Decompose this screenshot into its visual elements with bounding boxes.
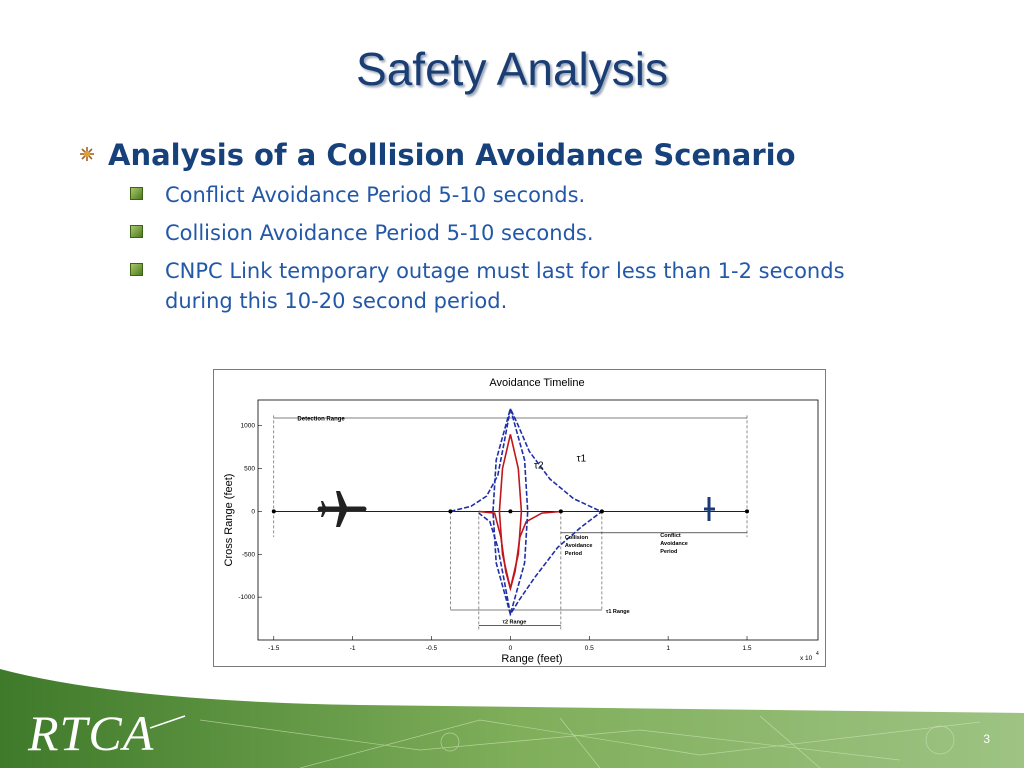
- x-tick-label: 1.5: [742, 645, 751, 652]
- sub-bullet-text: CNPC Link temporary outage must last for…: [165, 259, 845, 313]
- track-point: [599, 509, 604, 514]
- track-point: [271, 509, 276, 514]
- chart-svg: Avoidance Timeline Range (feet) Cross Ra…: [223, 377, 819, 665]
- track-point: [558, 509, 563, 514]
- conflict-period-label: Period: [660, 549, 677, 555]
- main-bullet-text: Analysis of a Collision Avoidance Scenar…: [108, 138, 796, 172]
- y-axis-label: Cross Range (feet): [223, 474, 235, 567]
- rtca-logo: RTCA: [28, 705, 155, 761]
- trajectory-line: [498, 434, 523, 589]
- x-tick-label: -1: [350, 645, 356, 652]
- slide-title: Safety Analysis: [356, 43, 668, 95]
- x-multiplier: x 10: [800, 655, 813, 662]
- footer-map-graphic: [0, 667, 1024, 769]
- x-tick-label: -1.5: [268, 645, 280, 652]
- sub-bullet-text: Collision Avoidance Period 5-10 seconds.: [165, 221, 594, 245]
- x-tick-label: 0.5: [585, 645, 594, 652]
- track-point: [745, 509, 750, 514]
- avoidance-timeline-figure: Avoidance Timeline Range (feet) Cross Ra…: [213, 369, 826, 667]
- tau1-label: τ1: [577, 454, 587, 465]
- square-bullet-icon: [130, 187, 143, 200]
- conflict-period-label: Conflict: [660, 533, 681, 539]
- y-tick-label: 0: [251, 508, 255, 515]
- collision-period-label: Period: [565, 551, 582, 557]
- x-axis-label: Range (feet): [501, 653, 562, 665]
- collision-period-label: Collision: [565, 535, 589, 541]
- square-bullet-icon: [130, 225, 143, 238]
- collision-period-label: Avoidance: [565, 543, 593, 549]
- footer-band: [0, 660, 1024, 769]
- airplane-icon: [317, 491, 367, 527]
- x-tick-label: 1: [666, 645, 670, 652]
- sub-bullet: Conflict Avoidance Period 5-10 seconds.: [130, 180, 960, 210]
- track-point: [448, 509, 453, 514]
- trajectory-line: [450, 405, 604, 617]
- sunburst-bullet-icon: [80, 146, 108, 165]
- track-point: [508, 509, 513, 514]
- intruder-aircraft-icon: [704, 497, 715, 521]
- page-number: 3: [983, 732, 990, 746]
- y-tick-label: -500: [242, 551, 255, 558]
- tau1-range-label: τ1 Range: [606, 609, 630, 615]
- square-bullet-icon: [130, 263, 143, 276]
- bullet-list: Analysis of a Collision Avoidance Scenar…: [80, 138, 960, 316]
- plot-area: [257, 399, 819, 641]
- tau2-range-label: τ2 Range: [503, 619, 527, 625]
- tau2-label: τ2: [534, 461, 544, 472]
- y-tick-label: -1000: [238, 594, 255, 601]
- y-tick-label: 500: [244, 466, 255, 473]
- chart-title: Avoidance Timeline: [489, 377, 584, 389]
- y-tick-label: 1000: [241, 423, 256, 430]
- x-tick-label: -0.5: [426, 645, 438, 652]
- logo-swoosh-icon: [149, 715, 186, 729]
- sub-bullet: CNPC Link temporary outage must last for…: [130, 256, 960, 316]
- sub-bullet-text: Conflict Avoidance Period 5-10 seconds.: [165, 183, 586, 207]
- x-tick-label: 0: [509, 645, 513, 652]
- main-bullet: Analysis of a Collision Avoidance Scenar…: [80, 138, 960, 172]
- conflict-period-label: Avoidance: [660, 541, 688, 547]
- detection-range-label: Detection Range: [297, 417, 345, 423]
- trajectory-line: [492, 405, 529, 615]
- x-multiplier-exponent: 4: [816, 651, 819, 657]
- sub-bullet: Collision Avoidance Period 5-10 seconds.: [130, 218, 960, 248]
